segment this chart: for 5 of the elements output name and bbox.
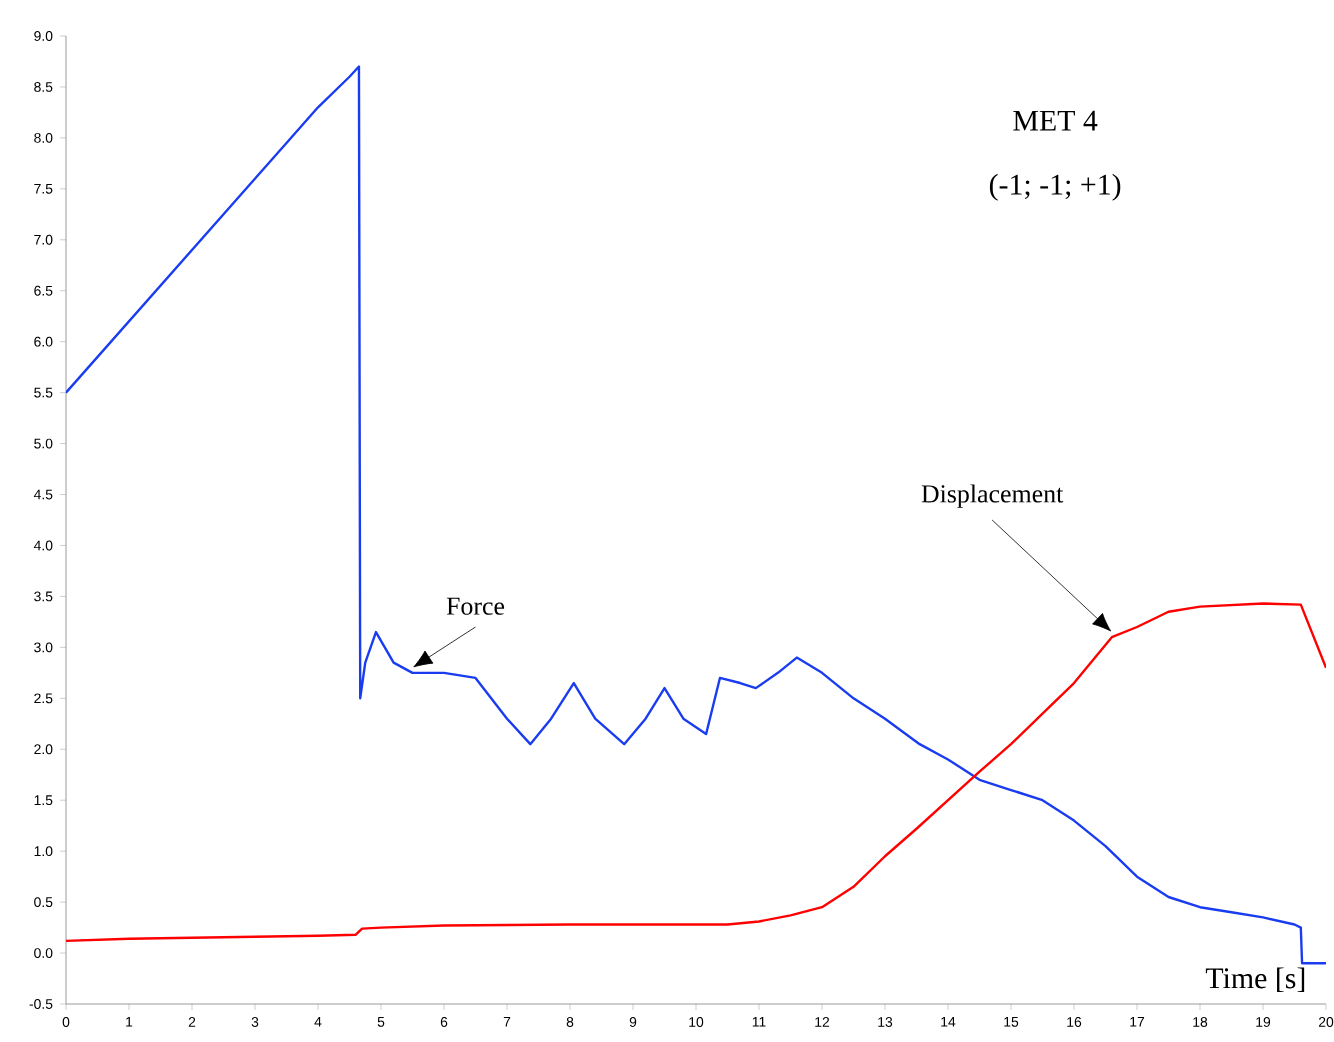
text: Force (446, 597, 505, 615)
annotation: MET 4 (1013, 110, 1098, 131)
annotation: (-1; -1; +1) (989, 173, 1121, 201)
text: Displacement (921, 484, 1064, 508)
x-axis-title: Time [s] (1205, 967, 1305, 993)
